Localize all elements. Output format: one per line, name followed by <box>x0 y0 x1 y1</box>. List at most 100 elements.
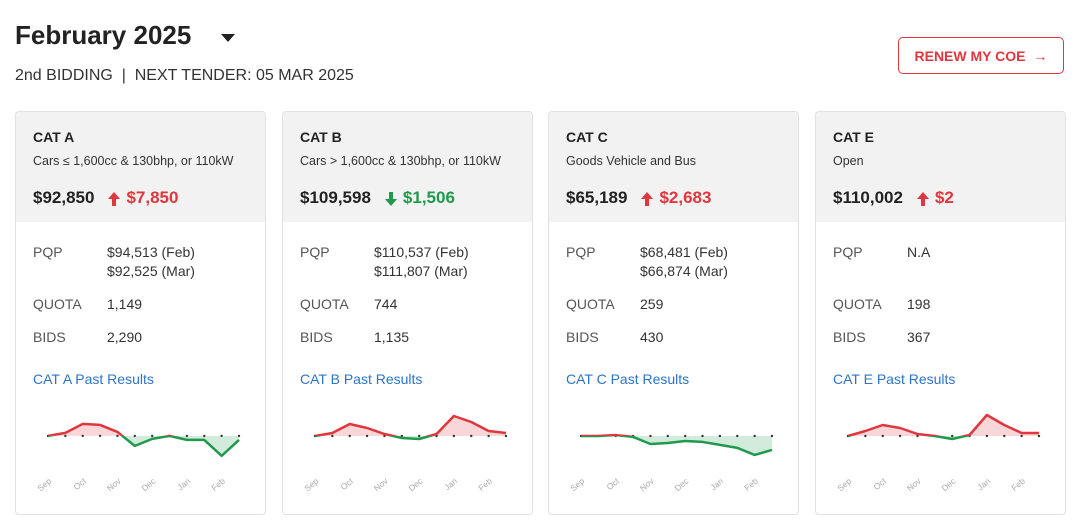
category-card: CAT E Open $110,002 $2 PQP N.A QUOTA 198 BIDS 367… <box>815 111 1066 515</box>
sparkline-area <box>581 435 772 455</box>
sparkline: Sep Oct Nov Dec Jan Feb <box>302 414 508 494</box>
bids-label: BIDS <box>300 329 333 345</box>
quota-value: 744 <box>374 296 398 312</box>
baseline-dot <box>220 434 223 438</box>
month-label: Feb <box>742 476 760 493</box>
sparkline-line <box>47 422 176 436</box>
sparkline-area <box>315 416 506 436</box>
baseline-dot <box>701 434 704 438</box>
baseline-dot <box>487 434 490 438</box>
button-label: RENEW MY COE <box>914 47 1026 64</box>
arrow-icon: → <box>1033 47 1048 64</box>
bids-value: 1,135 <box>374 329 410 345</box>
change-arrow <box>108 191 121 206</box>
baseline-dot <box>203 434 206 438</box>
baseline-dot <box>331 434 334 438</box>
baseline-dot <box>718 434 722 438</box>
price-row: $65,189 $2,683 <box>566 188 711 208</box>
baseline-dot <box>64 434 67 438</box>
month-label: Jan <box>442 476 459 493</box>
premium: $109,598 <box>300 188 371 207</box>
baseline-dot <box>348 434 351 438</box>
arrow-shape <box>916 192 929 206</box>
past-results-link[interactable]: CAT E Past Results <box>833 371 956 387</box>
month-label: Sep <box>568 476 586 494</box>
bids-label: BIDS <box>833 329 866 345</box>
arrow-icon <box>641 192 654 206</box>
month-label: Sep <box>302 476 320 494</box>
quota-value: 198 <box>907 296 931 312</box>
category-description: Cars ≤ 1,600cc & 130bhp, or 110kW <box>33 154 234 168</box>
baseline-dot <box>470 434 473 438</box>
baseline-dot <box>683 434 687 438</box>
arrow-icon <box>108 192 121 206</box>
sparkline-line <box>314 414 507 436</box>
baseline-dot <box>452 434 456 438</box>
category-description: Cars > 1,600cc & 130bhp, or 110kW <box>300 154 501 168</box>
arrow-icon <box>384 192 397 206</box>
month-label: Dec <box>406 475 425 493</box>
arrow-shape <box>384 192 397 206</box>
pqp-value: $94,513 (Feb) <box>107 244 195 260</box>
pqp-label: PQP <box>33 244 63 260</box>
month-label: Feb <box>1009 476 1027 493</box>
baseline-dot <box>185 434 189 438</box>
baseline-dot <box>116 434 119 438</box>
category-description: Goods Vehicle and Bus <box>566 154 696 168</box>
dropdown-caret[interactable] <box>221 34 235 42</box>
sparkline-area <box>848 415 1039 436</box>
quota-value: 1,149 <box>107 296 143 312</box>
price-change: $7,850 <box>126 188 179 207</box>
month-label: Sep <box>35 476 53 494</box>
price-row: $109,598 $1,506 <box>300 188 455 208</box>
category-name: CAT B <box>300 129 342 145</box>
category-name: CAT E <box>833 129 874 145</box>
month-label: Oct <box>604 475 621 492</box>
premium: $65,189 <box>566 188 628 207</box>
category-name: CAT A <box>33 129 75 145</box>
baseline-dot <box>916 434 919 438</box>
baseline-dot <box>417 434 421 438</box>
past-results-link[interactable]: CAT B Past Results <box>300 371 423 387</box>
price-row: $92,850 $7,850 <box>33 188 178 208</box>
month-label: Nov <box>638 475 657 493</box>
pqp-value: $92,525 (Mar) <box>107 263 195 279</box>
baseline-dot <box>666 434 670 438</box>
pqp-value: $110,537 (Feb) <box>374 244 469 260</box>
page-title[interactable]: February 2025 <box>15 20 192 50</box>
quota-label: QUOTA <box>833 296 882 312</box>
arrow-icon <box>916 192 929 206</box>
pqp-value: $66,874 (Mar) <box>640 263 728 279</box>
sparkline-line <box>581 435 773 457</box>
bids-value: 2,290 <box>107 329 143 345</box>
change-arrow <box>384 191 397 206</box>
month-label: Feb <box>476 476 494 493</box>
baseline-dot <box>770 434 774 438</box>
month-label: Jan <box>175 476 192 493</box>
baseline-dot <box>1037 434 1041 438</box>
card-header-bg <box>816 112 1065 222</box>
month-label: Jan <box>708 476 725 493</box>
sparkline-line <box>315 436 435 441</box>
pqp-value: N.A <box>907 244 931 260</box>
baseline-dot <box>881 434 884 438</box>
month-label: Nov <box>905 475 924 493</box>
category-description: Open <box>833 154 864 168</box>
subtitle: 2nd BIDDING | NEXT TENDER: 05 MAR 2025 <box>15 67 354 84</box>
category-card: CAT B Cars > 1,600cc & 130bhp, or 110kW $1… <box>282 111 533 515</box>
baseline-dot <box>985 434 989 438</box>
price-row: $110,002 $2 <box>833 188 954 208</box>
card-header-bg <box>16 112 265 222</box>
bids-value: 430 <box>640 329 664 345</box>
baseline-dot <box>365 434 369 438</box>
bids-label: BIDS <box>566 329 599 345</box>
past-results-link[interactable]: CAT C Past Results <box>566 371 690 387</box>
price-change: $2 <box>934 188 954 207</box>
renew-button[interactable]: RENEW MY COE → <box>898 37 1064 74</box>
month-label: Nov <box>372 475 391 493</box>
premium: $110,002 <box>833 188 903 207</box>
past-results-link[interactable]: CAT A Past Results <box>33 371 154 387</box>
quota-label: QUOTA <box>300 296 349 312</box>
baseline-dot <box>898 434 902 438</box>
